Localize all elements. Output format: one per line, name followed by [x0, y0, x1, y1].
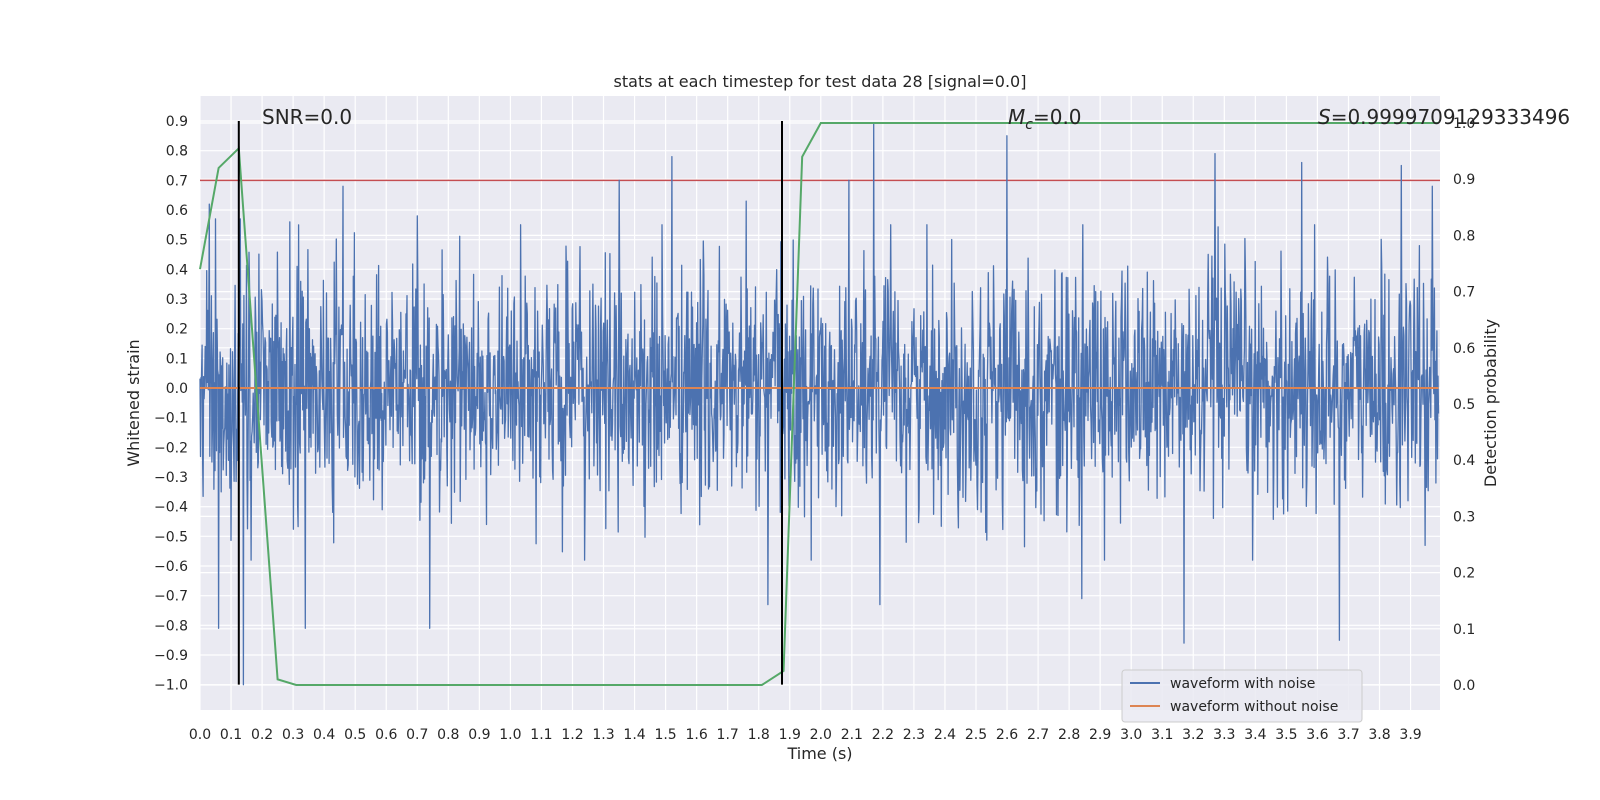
chart-title: stats at each timestep for test data 28 …: [614, 72, 1027, 91]
x-tick-label: 0.0: [189, 727, 211, 743]
y2-tick-label: 0.6: [1453, 341, 1475, 357]
y2-tick-label: 0.0: [1453, 678, 1475, 694]
x-tick-label: 1.4: [623, 727, 645, 743]
x-tick-label: 1.8: [748, 727, 770, 743]
marker-lines: [237, 120, 783, 685]
y-tick-label: 0.9: [166, 114, 188, 130]
x-tick-label: 3.5: [1275, 727, 1297, 743]
annotations: SNR=0.0 Mc=0.0 S=0.9999709129333496: [262, 105, 1570, 133]
y-tick-label: −0.3: [154, 470, 188, 486]
mc-annotation: Mc=0.0: [1008, 105, 1082, 133]
x-tick-label: 1.0: [499, 727, 521, 743]
legend: waveform with noise waveform without noi…: [1121, 669, 1363, 723]
y-tick-label: −0.8: [154, 618, 188, 634]
y-tick-label: 0.4: [166, 262, 188, 278]
x-tick-label: 1.1: [530, 727, 552, 743]
x-tick-label: 0.3: [282, 727, 304, 743]
x-tick-label: 3.7: [1337, 727, 1359, 743]
s-annotation-symbol: S: [1318, 105, 1331, 129]
x-tick-label: 1.2: [561, 727, 583, 743]
y-tick-label: −1.0: [154, 678, 188, 694]
y2-axis-title: Detection probability: [1481, 319, 1500, 487]
x-tick-label: 1.3: [592, 727, 614, 743]
mc-annotation-subscript: c: [1025, 117, 1033, 133]
y2-tick-label: 0.1: [1453, 622, 1475, 638]
y-tick-label: 0.7: [166, 173, 188, 189]
y-tick-labels: 0.9 0.8 0.7 0.6 0.5 0.4 0.3 0.2 0.1 0.0 −0.1 −0.2 −0…: [154, 114, 188, 694]
y-tick-label: −0.5: [154, 529, 188, 545]
y-tick-label: −0.2: [154, 440, 188, 456]
mc-annotation-value: =0.0: [1033, 105, 1082, 129]
y-tick-label: 0.0: [166, 381, 188, 397]
x-tick-label: 0.7: [406, 727, 428, 743]
y-tick-label: 0.5: [166, 233, 188, 249]
x-axis-title: Time (s): [786, 744, 852, 763]
mc-annotation-symbol: M: [1008, 105, 1025, 129]
y-tick-label: 0.2: [166, 322, 188, 338]
s-annotation: S=0.9999709129333496: [1318, 105, 1570, 129]
x-tick-label: 2.8: [1058, 727, 1080, 743]
x-tick-label: 1.7: [717, 727, 739, 743]
x-tick-label: 0.4: [313, 727, 335, 743]
y-tick-label: 0.8: [166, 144, 188, 160]
x-tick-label: 3.2: [1182, 727, 1204, 743]
detection-probability-line: [199, 122, 1439, 686]
y2-tick-labels: 1.0 0.9 0.8 0.7 0.6 0.5 0.4 0.3 0.2 0.1 0.0: [1453, 116, 1475, 694]
waveform-with-noise-line: [199, 123, 1440, 686]
y2-tick-label: 0.4: [1453, 453, 1475, 469]
y2-tick-label: 0.3: [1453, 509, 1475, 525]
y-tick-label: −0.6: [154, 559, 188, 575]
legend-label-clean: waveform without noise: [1170, 699, 1338, 715]
series-lines: [199, 122, 1439, 686]
s-annotation-value: =0.9999709129333496: [1331, 105, 1570, 129]
x-tick-label: 0.9: [468, 727, 490, 743]
x-tick-labels: 0.0 0.1 0.2 0.3 0.4 0.5 0.6 0.7 0.8 0.9 1.0 1.1 1.2 1…: [189, 727, 1422, 743]
x-tick-label: 2.1: [841, 727, 863, 743]
x-tick-label: 1.5: [654, 727, 676, 743]
x-tick-label: 2.9: [1089, 727, 1111, 743]
y2-tick-label: 0.5: [1453, 397, 1475, 413]
x-tick-label: 0.1: [220, 727, 242, 743]
x-tick-label: 0.6: [375, 727, 397, 743]
x-tick-label: 3.8: [1368, 727, 1390, 743]
x-tick-label: 0.2: [251, 727, 273, 743]
waveform-with-noise-series: [199, 123, 1440, 686]
y-tick-label: 0.3: [166, 292, 188, 308]
x-tick-label: 2.5: [965, 727, 987, 743]
y-tick-label: −0.4: [154, 500, 188, 516]
x-tick-label: 1.6: [686, 727, 708, 743]
x-tick-label: 3.3: [1213, 727, 1235, 743]
x-tick-label: 3.9: [1399, 727, 1421, 743]
y-tick-label: −0.1: [154, 411, 188, 427]
x-tick-label: 2.4: [934, 727, 956, 743]
x-tick-label: 3.0: [1120, 727, 1142, 743]
y-axis-title: Whitened strain: [124, 339, 143, 466]
x-tick-label: 2.3: [903, 727, 925, 743]
y2-tick-label: 0.9: [1453, 172, 1475, 188]
y-tick-label: 0.6: [166, 203, 188, 219]
legend-box: [1121, 669, 1363, 723]
x-tick-label: 0.8: [437, 727, 459, 743]
plot-background: [200, 96, 1440, 710]
y-tick-label: −0.9: [154, 648, 188, 664]
x-tick-label: 3.4: [1244, 727, 1266, 743]
x-tick-label: 2.2: [872, 727, 894, 743]
y-tick-label: 0.1: [166, 351, 188, 367]
snr-annotation: SNR=0.0: [262, 105, 352, 129]
x-tick-label: 2.6: [996, 727, 1018, 743]
x-tick-label: 1.9: [779, 727, 801, 743]
y2-tick-label: 0.8: [1453, 228, 1475, 244]
x-tick-label: 3.6: [1306, 727, 1328, 743]
y-tick-label: −0.7: [154, 589, 188, 605]
x-tick-label: 2.7: [1027, 727, 1049, 743]
x-tick-label: 2.0: [810, 727, 832, 743]
y2-tick-label: 0.7: [1453, 285, 1475, 301]
y2-tick-label: 1.0: [1453, 116, 1475, 132]
y2-tick-label: 0.2: [1453, 566, 1475, 582]
x-tick-label: 3.1: [1151, 727, 1173, 743]
legend-label-noise: waveform with noise: [1170, 676, 1315, 692]
x-tick-label: 0.5: [344, 727, 366, 743]
